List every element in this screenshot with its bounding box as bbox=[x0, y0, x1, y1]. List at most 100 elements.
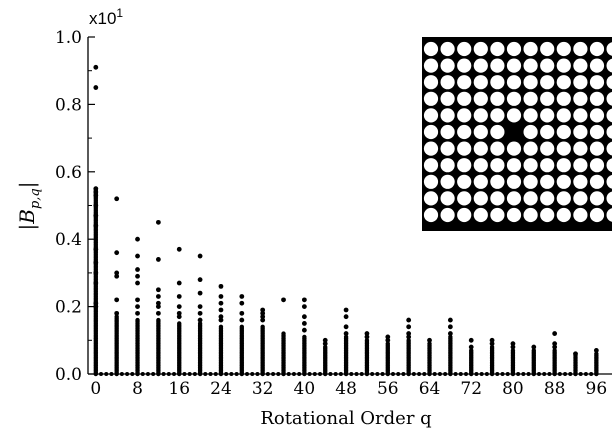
inset-dot bbox=[556, 158, 571, 173]
data-point-outlier bbox=[406, 317, 412, 323]
inset-dot bbox=[606, 125, 612, 139]
inset-dot bbox=[473, 124, 488, 140]
inset-dot bbox=[540, 207, 555, 223]
inset-dot bbox=[523, 207, 538, 223]
data-point-outlier bbox=[489, 341, 495, 347]
data-point bbox=[469, 348, 474, 353]
inset-dot bbox=[473, 41, 488, 57]
data-point-outlier bbox=[301, 304, 307, 309]
data-point bbox=[531, 348, 536, 353]
data-point bbox=[302, 334, 307, 340]
inset-dot bbox=[573, 91, 588, 106]
data-point-outlier bbox=[93, 260, 99, 266]
data-point bbox=[218, 324, 224, 330]
data-point-outlier bbox=[93, 304, 99, 309]
inset-dot bbox=[556, 75, 571, 90]
data-point-outlier bbox=[135, 236, 140, 242]
data-point-outlier bbox=[176, 310, 182, 316]
y-tick-label: 0.6 bbox=[55, 163, 82, 183]
y-tick-label: 0.8 bbox=[55, 95, 82, 115]
data-point-outlier bbox=[552, 341, 558, 347]
inset-dot bbox=[440, 158, 455, 173]
data-point-outlier bbox=[197, 253, 203, 259]
inset-dot bbox=[606, 91, 612, 106]
data-point bbox=[114, 314, 119, 319]
inset-dot bbox=[573, 158, 588, 173]
data-point bbox=[156, 317, 161, 323]
data-point-outlier bbox=[135, 253, 140, 259]
data-point-outlier bbox=[114, 310, 120, 316]
x-tick-label: 8 bbox=[132, 379, 143, 399]
data-point-outlier bbox=[385, 337, 391, 343]
data-point-outlier bbox=[218, 307, 224, 313]
multiplier-exponent: 1 bbox=[116, 6, 123, 20]
data-point-outlier bbox=[93, 270, 99, 276]
data-point-outlier bbox=[176, 294, 182, 299]
inset-dot bbox=[606, 75, 612, 90]
data-point-outlier bbox=[218, 294, 224, 299]
inset-dot bbox=[589, 75, 605, 90]
x-tick-label: 48 bbox=[335, 379, 357, 399]
inset-dot bbox=[490, 91, 505, 106]
inset-dot bbox=[589, 91, 605, 106]
inset-dot bbox=[457, 108, 472, 123]
inset-dot bbox=[589, 207, 605, 223]
data-point-outlier bbox=[406, 324, 412, 330]
data-point-outlier bbox=[135, 280, 140, 286]
data-point-outlier bbox=[260, 317, 266, 323]
inset-dot bbox=[490, 41, 505, 57]
data-point-outlier bbox=[135, 297, 140, 303]
inset-dot bbox=[589, 58, 605, 73]
multiplier-base: x10 bbox=[89, 9, 116, 28]
inset-dot bbox=[523, 108, 538, 123]
inset-dot bbox=[423, 158, 439, 173]
data-point-outlier bbox=[176, 280, 182, 286]
inset-dot bbox=[423, 191, 439, 206]
data-point-outlier bbox=[155, 310, 161, 316]
data-point-outlier bbox=[406, 331, 412, 336]
data-point-outlier bbox=[114, 270, 120, 276]
inset-dot bbox=[473, 141, 488, 156]
inset-dot bbox=[457, 141, 472, 156]
data-point-outlier bbox=[260, 310, 266, 316]
data-point-outlier bbox=[468, 337, 474, 343]
inset-dot bbox=[473, 158, 488, 173]
inset-dot bbox=[606, 141, 612, 156]
inset-dot bbox=[540, 58, 555, 73]
inset-dot bbox=[589, 41, 605, 57]
data-point-outlier bbox=[114, 250, 120, 256]
data-point-outlier bbox=[197, 277, 203, 283]
data-point-outlier bbox=[218, 317, 224, 323]
data-point bbox=[343, 334, 349, 340]
inset-dot bbox=[506, 41, 522, 57]
inset-dot bbox=[457, 158, 472, 173]
data-point bbox=[448, 334, 453, 340]
inset-dot bbox=[540, 124, 555, 140]
data-point-outlier bbox=[114, 273, 120, 279]
inset-dot bbox=[523, 41, 538, 57]
inset-dot bbox=[589, 174, 605, 189]
inset-dot bbox=[473, 207, 488, 223]
inset-dot bbox=[440, 108, 455, 123]
inset-dot bbox=[506, 174, 522, 189]
y-axis-label-subscript: p,q bbox=[28, 188, 43, 209]
inset-dot bbox=[589, 158, 605, 173]
inset-dot bbox=[589, 108, 605, 123]
x-tick-label: 16 bbox=[168, 379, 190, 399]
data-point-outlier bbox=[281, 297, 286, 303]
data-point bbox=[323, 344, 328, 350]
data-point-outlier bbox=[364, 334, 370, 340]
inset-dot bbox=[457, 174, 472, 189]
inset-dot bbox=[440, 207, 455, 223]
x-tick-label: 0 bbox=[90, 379, 101, 399]
inset-dot bbox=[490, 108, 505, 123]
inset-dot bbox=[606, 208, 612, 222]
inset-dot bbox=[573, 108, 588, 123]
data-point-outlier bbox=[155, 304, 161, 309]
inset-dot bbox=[523, 141, 538, 156]
inset-dot bbox=[573, 141, 588, 156]
data-point bbox=[260, 324, 265, 330]
inset-dot bbox=[589, 124, 605, 140]
inset-dot bbox=[556, 91, 571, 106]
inset-image bbox=[422, 37, 612, 231]
